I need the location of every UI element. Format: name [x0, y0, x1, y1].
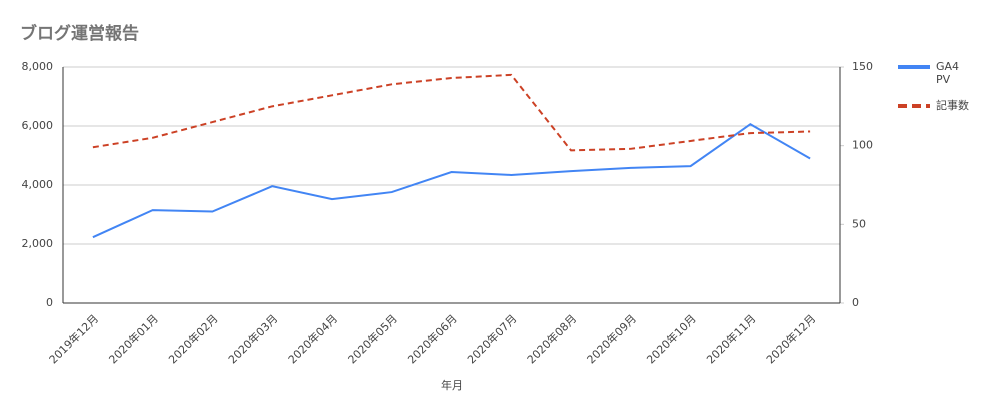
y-tick-label: 4,000 — [22, 178, 54, 191]
x-tick-label: 2020年11月 — [703, 311, 758, 366]
legend-item: 記事数 — [936, 99, 969, 112]
chart-title: ブログ運営報告 — [20, 23, 139, 44]
x-tick-label: 2020年10月 — [644, 311, 699, 366]
x-tick-label: 2020年09月 — [584, 311, 639, 366]
legend-label: 記事数 — [936, 99, 969, 112]
x-tick-label: 2019年12月 — [46, 311, 101, 366]
x-tick-label: 2020年05月 — [345, 311, 400, 366]
y2-tick-label: 0 — [852, 296, 859, 309]
x-tick-label: 2020年12月 — [763, 311, 818, 366]
x-tick-label: 2020年03月 — [225, 311, 280, 366]
x-axis-title: 年月 — [441, 378, 463, 392]
x-tick-label: 2020年04月 — [285, 311, 340, 366]
y2-tick-label: 50 — [852, 217, 866, 230]
legend-item: GA4 PV — [936, 60, 960, 86]
y-tick-label: 2,000 — [22, 237, 54, 250]
y-tick-label: 0 — [46, 296, 53, 309]
y2-tick-label: 150 — [852, 60, 873, 73]
y2-tick-label: 100 — [852, 139, 873, 152]
legend-label: GA4 PV — [936, 60, 960, 86]
y-tick-label: 6,000 — [22, 119, 54, 132]
x-tick-label: 2020年06月 — [405, 311, 460, 366]
x-tick-label: 2020年01月 — [106, 311, 161, 366]
y-tick-label: 8,000 — [22, 60, 54, 73]
data-line — [92, 73, 811, 152]
x-tick-label: 2020年07月 — [464, 311, 519, 366]
x-tick-label: 2020年08月 — [524, 311, 579, 366]
x-tick-label: 2020年02月 — [166, 311, 221, 366]
data-line — [92, 123, 811, 239]
